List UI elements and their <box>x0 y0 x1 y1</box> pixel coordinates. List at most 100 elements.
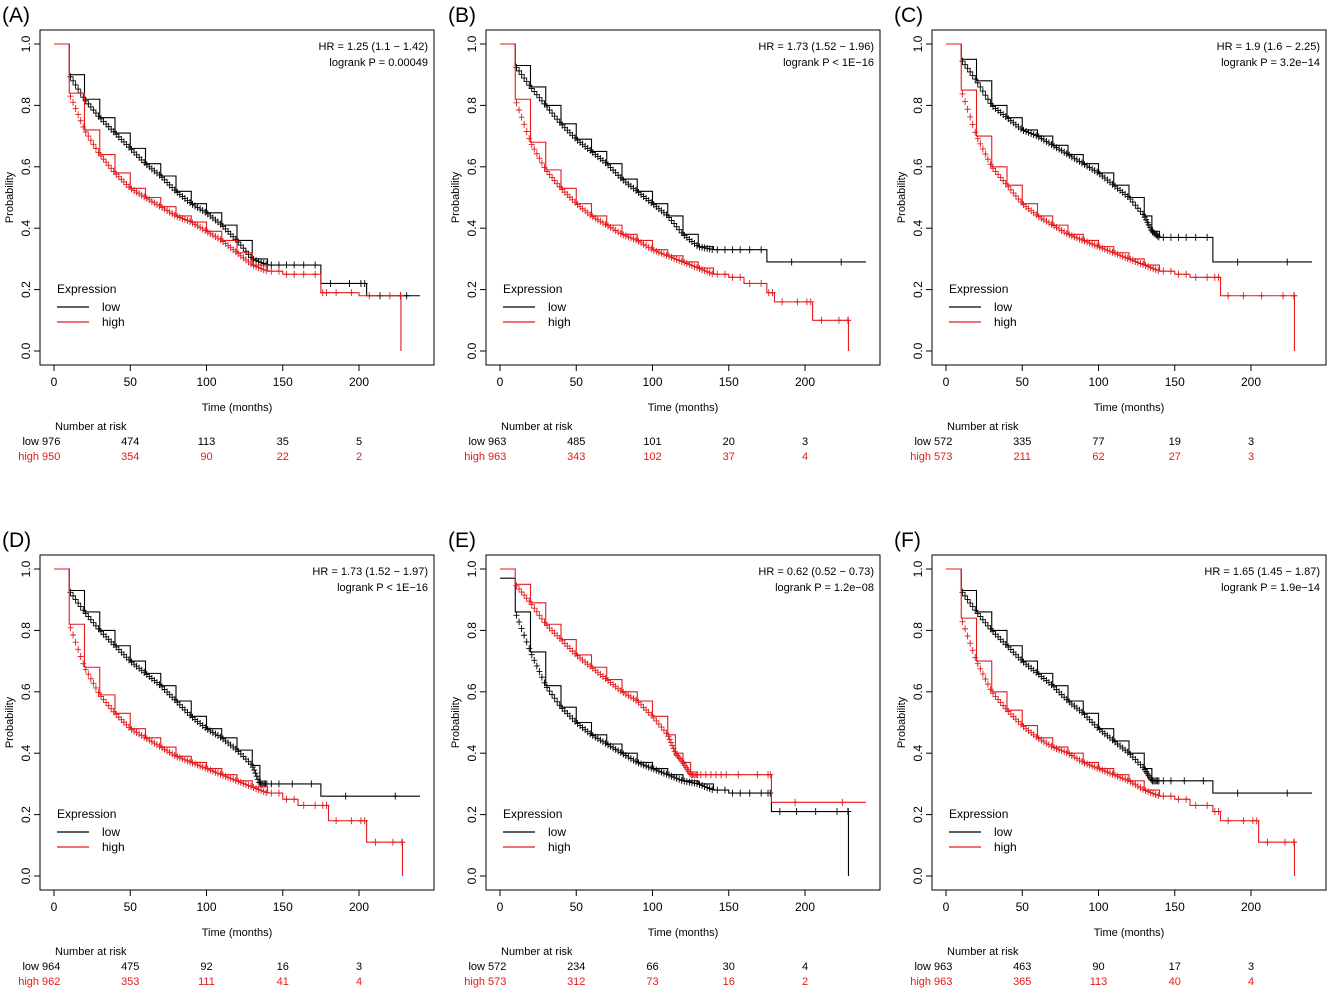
censor-mark <box>1094 242 1101 250</box>
censor-mark <box>556 118 563 126</box>
censor-mark <box>513 63 520 71</box>
censor-marks-high <box>959 618 1298 846</box>
risk-row-label-high: high <box>464 976 485 988</box>
censor-mark <box>838 258 845 266</box>
censor-mark <box>794 298 801 306</box>
censor-mark <box>702 771 709 779</box>
y-tick-label: 0.0 <box>19 342 33 359</box>
risk-value-low: 976 <box>42 436 60 448</box>
censor-mark <box>538 615 545 623</box>
y-axis-label: Probability <box>4 171 16 223</box>
censor-mark <box>192 202 199 210</box>
censor-mark <box>714 786 721 794</box>
panel-label: (C) <box>894 4 923 27</box>
censor-mark <box>98 152 105 160</box>
censor-mark <box>136 190 143 198</box>
censor-mark <box>967 639 974 647</box>
censor-mark <box>1063 230 1070 238</box>
censor-mark <box>987 685 994 693</box>
censor-mark <box>1192 273 1199 281</box>
censor-mark <box>1099 766 1106 774</box>
censor-mark <box>333 817 340 825</box>
censor-mark <box>199 225 206 233</box>
censor-mark <box>1114 250 1121 258</box>
legend-label-low: low <box>548 825 566 839</box>
censor-mark <box>255 786 262 794</box>
panel-f: (F) 0.0 0.2 0.4 0.6 0.8 1.0 0 50 100 150 200 Probabi… <box>894 529 1327 988</box>
censor-mark <box>776 808 783 816</box>
hazard-ratio-text: HR = 0.62 (0.52 − 0.73) <box>758 566 874 578</box>
censor-mark <box>632 758 639 766</box>
censor-mark <box>533 150 540 158</box>
censor-mark <box>666 735 673 743</box>
censor-mark <box>1234 789 1241 797</box>
censor-mark <box>1106 247 1113 255</box>
censor-mark <box>197 762 204 770</box>
censor-mark <box>516 585 523 593</box>
hazard-ratio-text: HR = 1.65 (1.45 − 1.87) <box>1204 566 1320 578</box>
censor-mark <box>1152 791 1159 799</box>
censor-mark <box>648 711 655 719</box>
censor-mark <box>533 91 540 99</box>
x-tick-label: 100 <box>642 375 662 389</box>
censor-mark <box>95 112 102 120</box>
censor-mark <box>171 211 178 219</box>
censor-mark <box>1066 151 1073 159</box>
censor-marks-low <box>67 73 410 300</box>
censor-mark <box>640 761 647 769</box>
censor-mark <box>650 765 657 773</box>
risk-row-label-high: high <box>910 976 931 988</box>
censor-marks-high <box>67 624 406 846</box>
censor-mark <box>1012 192 1019 200</box>
y-tick-label: 0.2 <box>465 806 479 823</box>
censor-mark <box>283 261 290 269</box>
censor-mark <box>245 781 252 789</box>
risk-value-low: 964 <box>42 961 60 973</box>
censor-mark <box>1124 254 1131 262</box>
censor-mark <box>544 103 551 111</box>
censor-mark <box>283 795 290 803</box>
censor-mark <box>366 292 373 300</box>
censor-mark <box>1147 789 1154 797</box>
censor-mark <box>1086 164 1093 172</box>
censor-mark <box>250 783 257 791</box>
censor-mark <box>696 780 703 788</box>
censor-mark <box>969 71 976 79</box>
censor-mark <box>1081 759 1088 767</box>
censor-mark <box>159 203 166 211</box>
risk-row-label-low: low <box>22 961 39 973</box>
censor-mark <box>1167 792 1174 800</box>
censor-mark <box>655 767 662 775</box>
censor-mark <box>389 838 396 846</box>
censor-mark <box>632 236 639 244</box>
censor-mark <box>250 262 257 270</box>
censor-mark <box>718 771 725 779</box>
risk-value-high: 3 <box>1248 451 1254 463</box>
censor-mark <box>1134 782 1141 790</box>
censor-mark <box>721 246 728 254</box>
censor-mark <box>521 631 528 639</box>
censor-mark <box>70 98 77 106</box>
plot-frame <box>39 554 435 891</box>
censor-mark <box>683 778 690 786</box>
risk-value-high: 62 <box>1092 451 1104 463</box>
censor-mark <box>235 777 242 785</box>
censor-mark <box>979 145 986 153</box>
censor-mark <box>227 774 234 782</box>
censor-mark <box>1204 273 1211 281</box>
censor-mark <box>1073 156 1080 164</box>
censor-mark <box>268 780 275 788</box>
censor-mark <box>678 776 685 784</box>
censor-mark <box>1109 248 1116 256</box>
censor-mark <box>128 185 135 193</box>
censor-mark <box>159 744 166 752</box>
censor-mark <box>697 771 704 779</box>
censor-mark <box>1094 764 1101 772</box>
censor-mark <box>599 219 606 227</box>
risk-value-high: 4 <box>802 451 808 463</box>
censor-mark <box>521 74 528 82</box>
censor-mark <box>184 757 191 765</box>
x-tick-label: 150 <box>719 375 739 389</box>
censor-mark <box>605 222 612 230</box>
censor-mark <box>1005 183 1012 191</box>
